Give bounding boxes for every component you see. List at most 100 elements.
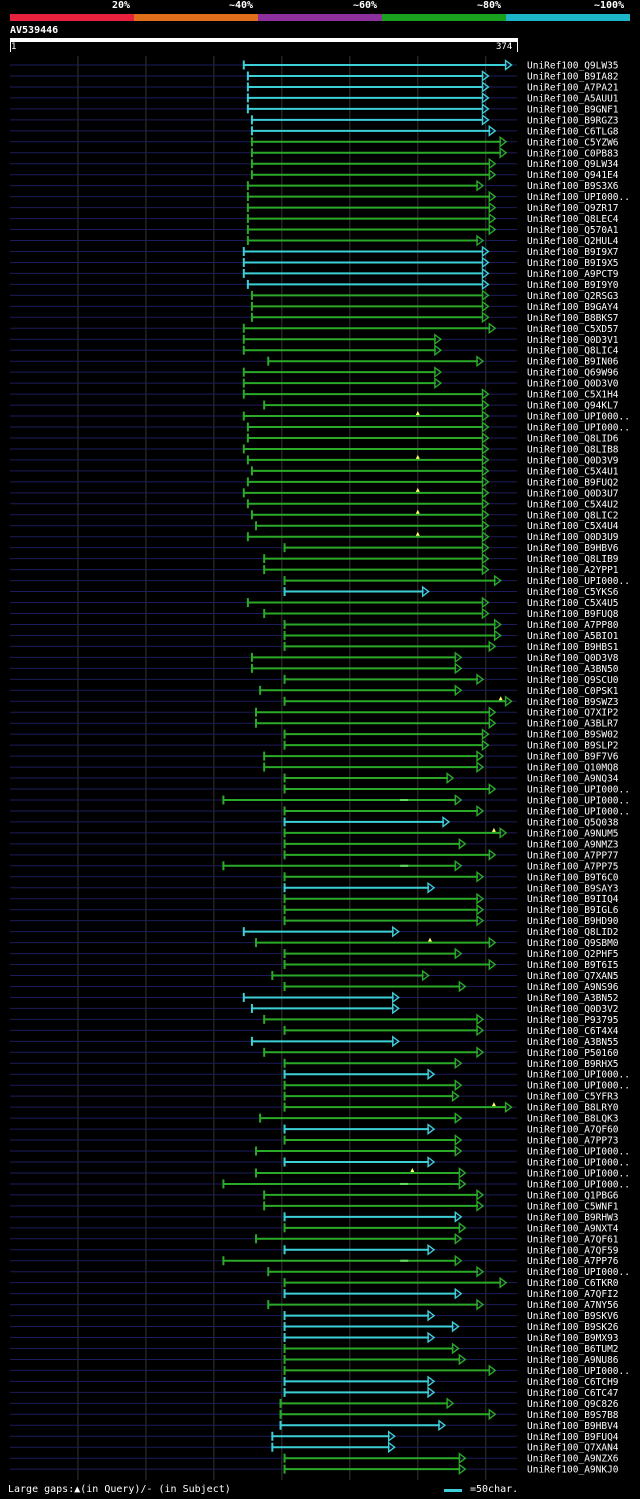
hit-arrow (481, 739, 490, 752)
hit-arrow (446, 1397, 455, 1410)
legend-label-100: ~100% (594, 0, 625, 11)
hit-label: UniRef100_UPI000.. (527, 192, 630, 203)
hit-arrow (476, 179, 485, 192)
hit-label: UniRef100_A7QFI2 (527, 1289, 619, 1300)
hit-arrow (421, 585, 430, 598)
hit-arrow (454, 1079, 463, 1092)
hit-arrow (481, 81, 490, 93)
legend-band-60 (258, 14, 382, 21)
hit-arrow (488, 322, 497, 335)
hit-label: UniRef100_A9NQ34 (527, 774, 619, 785)
hit-arrow (454, 1210, 463, 1223)
hit-arrow (476, 750, 485, 763)
hit-label: UniRef100_B9GAY4 (527, 302, 619, 313)
hit-label: UniRef100_UPI000.. (527, 795, 630, 806)
legend-label-20: 20% (112, 0, 131, 11)
hit-arrow (454, 1057, 463, 1070)
hit-label: UniRef100_C5X4U1 (527, 466, 619, 477)
hit-label: UniRef100_A9NS96 (527, 982, 619, 993)
hit-arrow (434, 333, 443, 346)
hit-label: UniRef100_A3BN55 (527, 1037, 619, 1048)
query-name: AV539446 (10, 25, 59, 36)
hit-label: UniRef100_A7QF61 (527, 1234, 619, 1245)
hit-label: UniRef100_Q7XAN4 (527, 1443, 619, 1454)
hit-label: UniRef100_A7PP80 (527, 620, 619, 631)
hit-arrow (488, 212, 497, 225)
hit-label: UniRef100_C5XD57 (527, 324, 619, 335)
hit-label: UniRef100_C6TLG8 (527, 126, 619, 137)
legend-band-40 (134, 14, 258, 21)
query-end-tick (517, 42, 518, 52)
hit-arrow (392, 991, 400, 1004)
hit-label: UniRef100_Q0D3V8 (527, 653, 619, 664)
hit-arrow (488, 1408, 497, 1421)
hit-label: UniRef100_UPI000.. (527, 576, 630, 587)
hit-label: UniRef100_B9T6C0 (527, 872, 619, 883)
hit-label: UniRef100_B9SW02 (527, 730, 619, 741)
hit-label: UniRef100_Q10MQ8 (527, 763, 619, 774)
hit-label: UniRef100_A9NUM5 (527, 828, 619, 839)
hit-arrow (476, 1013, 485, 1026)
hit-arrow (476, 892, 485, 905)
hit-label: UniRef100_B9FUQ2 (527, 477, 619, 488)
hit-label: UniRef100_B9RHW3 (527, 1212, 619, 1223)
hit-label: UniRef100_Q0D3U7 (527, 488, 619, 499)
hit-label: UniRef100_A9NZX6 (527, 1454, 619, 1465)
hit-label: UniRef100_A7QF59 (527, 1245, 619, 1256)
hit-arrow (488, 958, 497, 971)
hit-label: UniRef100_Q8LIB9 (527, 554, 619, 565)
hit-label: UniRef100_B9S3X6 (527, 181, 619, 192)
hit-arrow (442, 816, 451, 828)
hit-arrow (481, 443, 490, 455)
hit-arrow (499, 827, 508, 839)
hit-arrow (427, 1123, 436, 1135)
query-gap-mark (415, 487, 420, 492)
hit-label: UniRef100_UPI000.. (527, 1366, 630, 1377)
hit-arrow (446, 772, 455, 784)
hit-label: UniRef100_Q5Q038 (527, 817, 619, 828)
hit-arrow (476, 914, 485, 927)
hit-arrow (458, 1452, 467, 1465)
hit-label: UniRef100_Q2RSG3 (527, 291, 619, 302)
hit-label: UniRef100_B9FUQ4 (527, 1432, 619, 1443)
hit-label: UniRef100_Q8LIB8 (527, 444, 619, 455)
hit-label: UniRef100_Q7XIP2 (527, 708, 619, 719)
hit-label: UniRef100_B8BKS7 (527, 313, 619, 324)
hit-arrow (481, 454, 490, 466)
scale-bar (444, 1489, 462, 1492)
hit-arrow (454, 1287, 463, 1300)
query-gap-mark (410, 1167, 415, 1172)
hit-label: UniRef100_B9IGL6 (527, 905, 619, 916)
hit-arrow (481, 289, 490, 302)
hit-arrow (427, 1386, 436, 1399)
hit-arrow (476, 1265, 485, 1278)
hit-label: UniRef100_B6TUM2 (527, 1344, 619, 1355)
hit-label: UniRef100_Q9SCU0 (527, 675, 619, 686)
hit-label: UniRef100_Q9LW35 (527, 61, 619, 72)
hit-arrow (504, 1101, 513, 1114)
hit-arrow (427, 1375, 436, 1388)
hit-arrow (488, 783, 497, 795)
hit-arrow (476, 673, 485, 686)
hit-label: UniRef100_A5BIO1 (527, 631, 619, 642)
hit-arrow (481, 432, 490, 444)
hit-label: UniRef100_A3BN50 (527, 664, 619, 675)
hit-label: UniRef100_B9SK26 (527, 1322, 619, 1333)
hit-arrow (438, 1419, 447, 1432)
hit-arrow (458, 1463, 467, 1476)
hit-label: UniRef100_Q2PHF5 (527, 949, 619, 960)
hit-arrow (458, 1178, 467, 1190)
hit-arrow (454, 1232, 463, 1245)
hit-arrow (488, 201, 497, 214)
hit-label: UniRef100_B9HD90 (527, 916, 619, 927)
hit-arrow (481, 245, 490, 258)
hit-arrow (481, 388, 490, 401)
hit-label: UniRef100_Q9LW34 (527, 159, 619, 170)
hit-arrow (488, 157, 497, 170)
hit-label: UniRef100_B9FUQ8 (527, 609, 619, 620)
hit-label: UniRef100_A7PP73 (527, 1136, 619, 1147)
hit-label: UniRef100_A7NY56 (527, 1300, 619, 1311)
hit-label: UniRef100_Q8LID6 (527, 433, 619, 444)
hit-arrow (481, 70, 490, 82)
